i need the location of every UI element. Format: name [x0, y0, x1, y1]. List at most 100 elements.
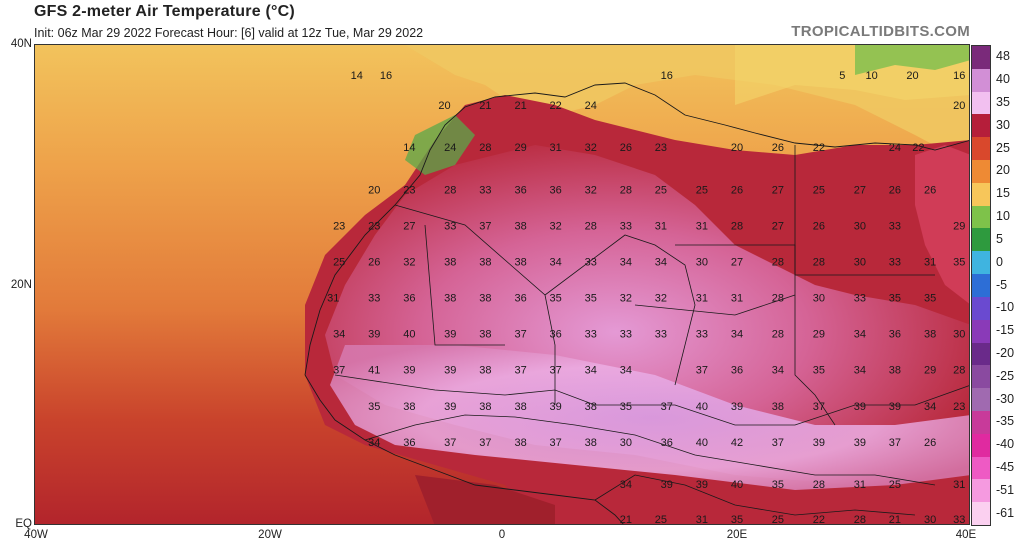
temperature-value: 21 [889, 514, 901, 525]
temperature-value: 28 [813, 479, 825, 491]
temperature-value: 34 [333, 329, 345, 341]
temperature-value: 20 [368, 184, 380, 196]
colorbar-segment [972, 342, 990, 366]
temperature-value: 37 [549, 365, 561, 377]
colorbar-label: 5 [996, 231, 1003, 246]
atlas-cool-zone [405, 115, 475, 175]
gulf-of-guinea-coast [415, 475, 555, 524]
temperature-value: 32 [620, 293, 632, 305]
temperature-value: 20 [953, 100, 965, 112]
temperature-value: 25 [813, 184, 825, 196]
temperature-value: 30 [696, 257, 708, 269]
site-brand: TROPICALTIDBITS.COM [791, 23, 970, 40]
map-subtitle: Init: 06z Mar 29 2022 Forecast Hour: [6]… [34, 26, 424, 40]
temperature-value: 34 [772, 365, 784, 377]
colorbar-label: 10 [996, 209, 1010, 224]
temperature-value: 33 [889, 257, 901, 269]
temperature-value: 37 [479, 437, 491, 449]
temperature-value: 36 [514, 184, 526, 196]
colorbar-segment [972, 274, 990, 298]
temperature-value: 23 [368, 220, 380, 232]
map-canvas: 14 16 16 5 10 20 16 20 21 21 22 24 20 14 24 28 29 31 32 26 2… [35, 45, 969, 525]
temperature-value: 38 [514, 401, 526, 413]
temperature-value: 33 [620, 329, 632, 341]
colorbar-label: 30 [996, 117, 1010, 132]
colorbar-segment [972, 456, 990, 480]
colorbar-segment [972, 228, 990, 252]
temperature-value: 38 [403, 401, 415, 413]
temperature-value: 23 [403, 184, 415, 196]
temperature-value: 36 [403, 293, 415, 305]
temperature-value: 31 [696, 220, 708, 232]
temperature-value: 26 [924, 437, 936, 449]
temperature-value: 38 [514, 220, 526, 232]
temperature-value: 28 [585, 220, 597, 232]
colorbar-segment [972, 502, 990, 526]
colorbar-segment [972, 182, 990, 207]
colorbar-label: -40 [996, 437, 1015, 452]
temperature-value: 33 [479, 184, 491, 196]
temperature-value: 30 [813, 293, 825, 305]
temperature-value: 38 [479, 257, 491, 269]
temperature-value: 21 [620, 514, 632, 525]
temperature-value: 32 [549, 220, 561, 232]
colorbar-segment [972, 68, 990, 93]
colorbar-segment [972, 205, 990, 229]
colorbar-segment [972, 433, 990, 458]
colorbar-label: -10 [996, 300, 1015, 315]
temperature-value: 22 [813, 142, 825, 154]
temperature-value: 38 [444, 293, 456, 305]
temperature-value: 25 [655, 184, 667, 196]
temperature-value: 33 [368, 293, 380, 305]
map-title: GFS 2-meter Air Temperature (°C) [34, 3, 295, 20]
temperature-value: 35 [813, 365, 825, 377]
temperature-value: 37 [696, 365, 708, 377]
temperature-value: 37 [813, 401, 825, 413]
temperature-value: 39 [444, 401, 456, 413]
temperature-value: 42 [731, 437, 743, 449]
temperature-value: 27 [772, 220, 784, 232]
temperature-value: 28 [444, 184, 456, 196]
temperature-value: 31 [327, 293, 339, 305]
temperature-value: 34 [731, 329, 743, 341]
temperature-value: 23 [953, 401, 965, 413]
temperature-value: 25 [772, 514, 784, 525]
colorbar-label: 15 [996, 186, 1010, 201]
temperature-value: 30 [953, 329, 965, 341]
temperature-value: 31 [655, 220, 667, 232]
temperature-value: 35 [620, 401, 632, 413]
colorbar-segment [972, 114, 990, 138]
lat-label-40n: 40N [10, 38, 32, 50]
temperature-map[interactable]: 14 16 16 5 10 20 16 20 21 21 22 24 20 14 24 28 29 31 32 26 2… [34, 44, 970, 525]
temperature-value: 5 [839, 70, 845, 82]
colorbar-label: -51 [996, 482, 1015, 497]
temperature-value: 28 [854, 514, 866, 525]
lon-label-40w: 40W [24, 529, 48, 541]
temperature-value: 32 [655, 293, 667, 305]
temperature-value: 23 [655, 142, 667, 154]
temperature-value: 35 [772, 479, 784, 491]
temperature-value: 40 [403, 329, 415, 341]
temperature-value: 31 [924, 257, 936, 269]
temperature-value: 34 [585, 365, 597, 377]
country-borders [334, 145, 969, 516]
lon-label-20w: 20W [258, 529, 282, 541]
temperature-value: 25 [333, 257, 345, 269]
temperature-value: 28 [772, 329, 784, 341]
colorbar-label: 0 [996, 254, 1003, 269]
temperature-value: 38 [444, 257, 456, 269]
temperature-value: 35 [368, 401, 380, 413]
temperature-value: 16 [380, 70, 392, 82]
temperature-value: 37 [514, 329, 526, 341]
colorbar-label: -5 [996, 277, 1008, 292]
colorbar-label: 48 [996, 49, 1010, 64]
temperature-value: 22 [549, 100, 561, 112]
lon-label-40e: 40E [955, 529, 977, 541]
temperature-value: 34 [854, 365, 866, 377]
temperature-value: 38 [479, 329, 491, 341]
temperature-value: 39 [854, 437, 866, 449]
temperature-value: 31 [696, 293, 708, 305]
lat-label-20n: 20N [10, 279, 32, 291]
temperature-value: 30 [924, 514, 936, 525]
temperature-value: 20 [438, 100, 450, 112]
